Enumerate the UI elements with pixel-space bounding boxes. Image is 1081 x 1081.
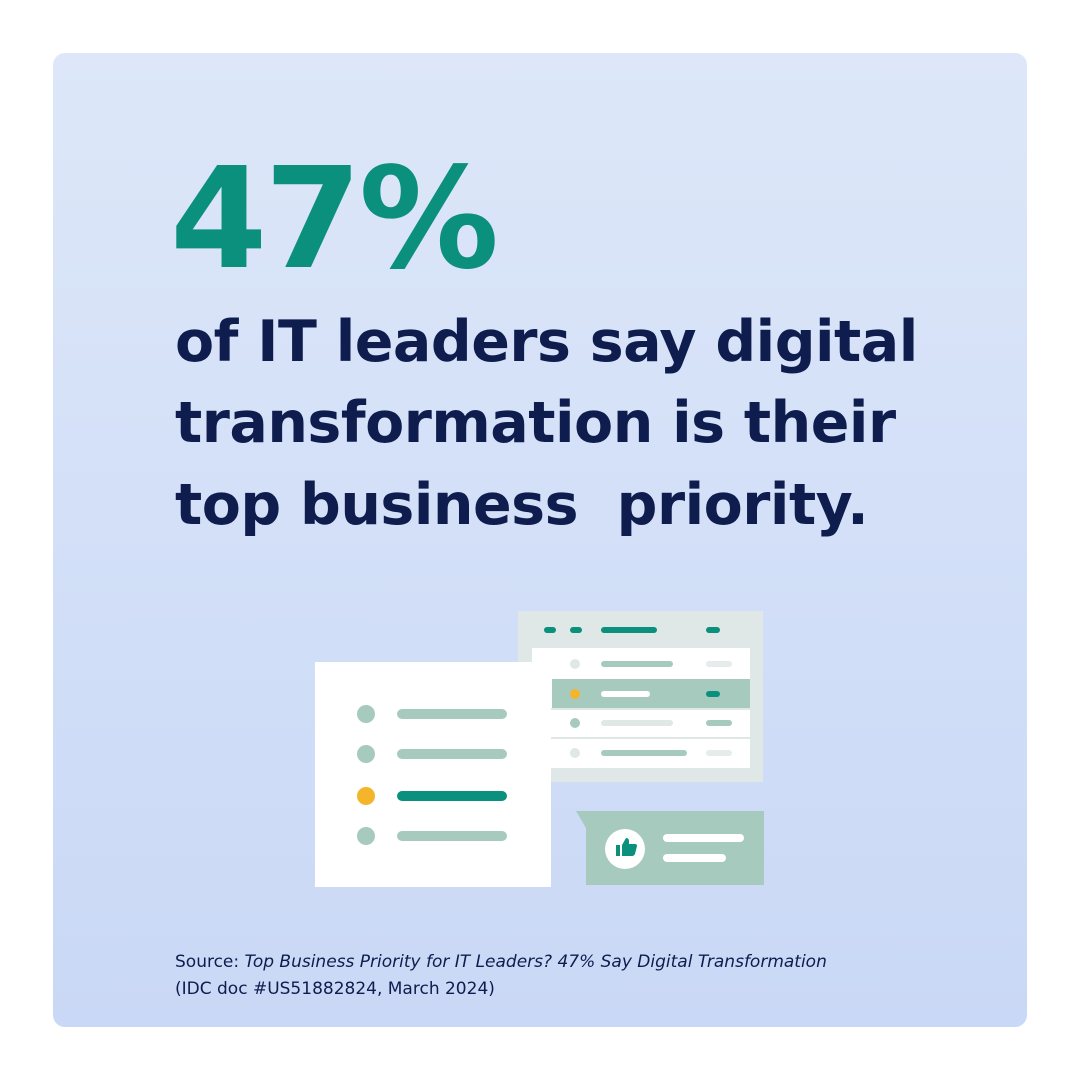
headline-line: transformation is their [175,390,896,456]
source-citation: (IDC doc #US51882824, March 2024) [175,979,495,999]
stat: 47% [170,138,499,301]
headline-line: of IT leaders say digital [175,309,918,375]
source-label: Source: [175,952,240,972]
source-title: Top Business Priority for IT Leaders? 47… [244,952,827,972]
headline-line: top business priority. [175,472,869,538]
source: Source: Top Business Priority for IT Lea… [175,949,827,976]
